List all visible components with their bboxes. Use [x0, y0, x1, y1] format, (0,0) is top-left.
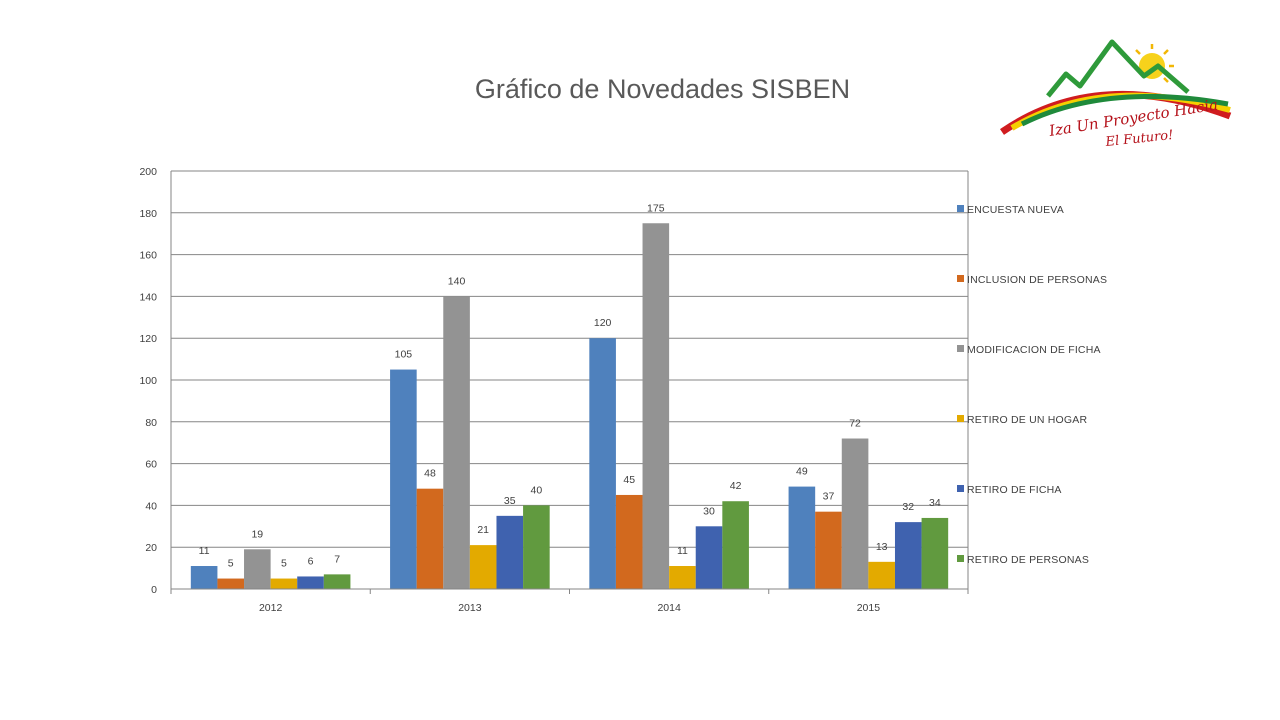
legend-swatch	[957, 555, 964, 562]
data-label: 140	[448, 275, 466, 287]
legend-label: RETIRO DE PERSONAS	[967, 554, 1089, 566]
y-tick-label: 160	[139, 250, 157, 262]
data-label: 120	[594, 317, 612, 329]
bar	[722, 501, 749, 589]
data-label: 6	[308, 555, 314, 567]
legend-label: ENCUESTA NUEVA	[967, 204, 1064, 216]
legend-label: RETIRO DE FICHA	[967, 484, 1062, 496]
axes: 0 20 40 60 80 100 120 140 160 180 200 2012 2013 2014 2…	[139, 166, 969, 614]
data-label: 5	[281, 558, 287, 570]
bar	[270, 578, 298, 589]
data-label: 72	[849, 418, 861, 430]
data-label: 13	[876, 541, 888, 553]
y-tick-label: 80	[145, 417, 157, 429]
data-label: 34	[929, 497, 941, 509]
legend-label: MODIFICACION DE FICHA	[967, 344, 1101, 356]
legend-label: INCLUSION DE PERSONAS	[967, 274, 1107, 286]
chart-title: Gráfico de Novedades SISBEN	[474, 74, 851, 104]
legend: ENCUESTA NUEVA INCLUSION DE PERSONAS MODIF…	[957, 204, 1107, 566]
x-tick-label: 2014	[657, 602, 681, 614]
mountains-icon	[1046, 39, 1190, 98]
data-label: 11	[199, 545, 210, 557]
bar	[217, 578, 245, 589]
bar	[297, 576, 324, 589]
y-tick-label: 200	[139, 166, 157, 178]
bar	[469, 545, 497, 589]
data-label: 35	[504, 495, 516, 507]
bar	[190, 566, 218, 589]
data-label: 11	[677, 545, 688, 557]
data-label: 175	[647, 202, 665, 214]
legend-swatch	[957, 485, 964, 492]
bar	[815, 511, 842, 589]
data-label: 40	[531, 484, 543, 496]
legend-swatch	[957, 205, 964, 212]
x-tick-label: 2013	[458, 602, 482, 614]
data-label: 21	[477, 524, 489, 536]
municipality-logo: Iza Un Proyecto Hacia El Futuro!	[1000, 39, 1232, 148]
y-tick-label: 100	[139, 375, 157, 387]
y-tick-label: 20	[145, 542, 157, 554]
y-tick-label: 180	[139, 208, 157, 220]
legend-swatch	[957, 345, 964, 352]
bar	[589, 338, 616, 589]
logo-text-line2: El Futuro!	[1104, 128, 1174, 148]
bar	[841, 438, 869, 589]
data-label: 30	[703, 505, 715, 517]
data-label: 7	[334, 553, 340, 565]
data-label: 37	[823, 491, 835, 503]
data-label: 49	[796, 466, 808, 478]
bar	[921, 517, 949, 589]
bar	[615, 494, 643, 589]
bar	[416, 488, 444, 589]
bar	[244, 549, 271, 589]
y-tick-label: 120	[139, 333, 157, 345]
data-label: 45	[623, 474, 635, 486]
bars	[190, 223, 949, 589]
y-tick-label: 40	[145, 500, 157, 512]
x-tick-label: 2012	[259, 602, 283, 614]
data-label: 42	[730, 480, 742, 492]
bar	[868, 561, 895, 589]
data-label: 32	[902, 501, 914, 513]
bar	[523, 505, 550, 589]
data-label: 48	[424, 468, 436, 480]
data-label: 19	[251, 528, 263, 540]
bar	[443, 296, 470, 589]
legend-swatch	[957, 275, 964, 282]
legend-swatch	[957, 415, 964, 422]
bar	[788, 486, 816, 589]
legend-label: RETIRO DE UN HOGAR	[967, 414, 1087, 426]
bar	[390, 369, 417, 589]
x-tick-label: 2015	[857, 602, 881, 614]
data-labels: 11 5 19 5 6 7 105 48 140 21 35 40 120 45 175 11 30 42 49 37…	[199, 202, 941, 569]
bar	[894, 522, 922, 589]
y-tick-label: 60	[145, 459, 157, 471]
bar	[496, 515, 524, 589]
bar	[695, 526, 723, 589]
data-label: 5	[228, 558, 234, 570]
bar	[642, 223, 670, 589]
data-label: 105	[395, 349, 413, 361]
bar	[323, 574, 351, 589]
y-tick-label: 140	[139, 291, 157, 303]
y-tick-label: 0	[151, 584, 157, 596]
bar	[669, 566, 696, 589]
